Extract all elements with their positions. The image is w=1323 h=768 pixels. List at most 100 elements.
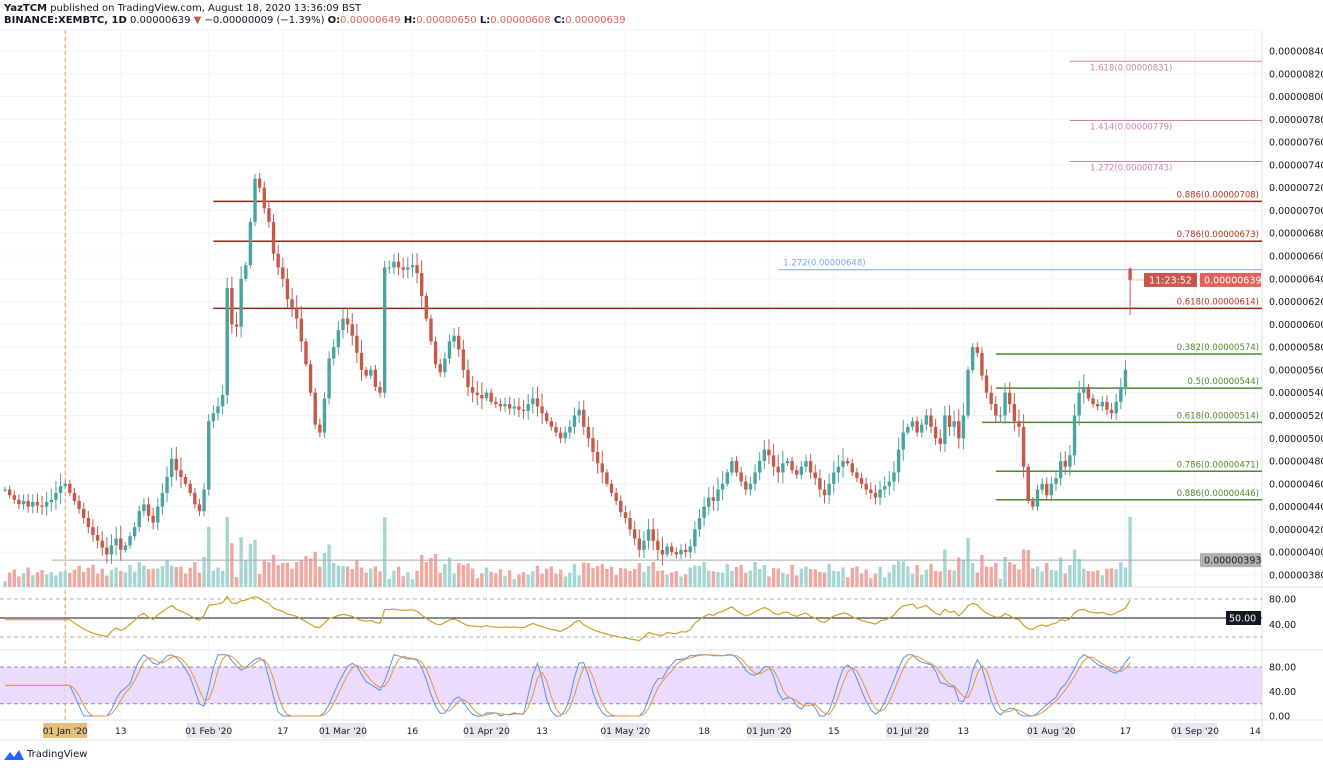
volume-bar	[1109, 568, 1114, 587]
last-price: 0.00000639	[130, 15, 191, 26]
volume-bar	[179, 566, 183, 587]
candle-body	[938, 438, 942, 444]
candle-body	[433, 341, 438, 365]
volume-bar	[600, 563, 604, 587]
volume-bar	[1105, 568, 1109, 587]
volume-bar	[924, 569, 929, 587]
volume-bar	[350, 569, 354, 587]
volume-bar	[785, 574, 790, 587]
candle-body	[406, 267, 410, 270]
candle-body	[1021, 426, 1026, 467]
low-label: L:	[479, 15, 491, 26]
candle-body	[128, 536, 132, 546]
candle-body	[521, 409, 526, 411]
candle-body	[58, 486, 63, 493]
volume-bar	[943, 549, 947, 587]
candle-body	[1026, 466, 1030, 501]
time-tick-label: 01 Apr '20	[463, 727, 510, 737]
fib-level-label: 1.272(0.00000743)	[1090, 163, 1172, 173]
candle-body	[957, 421, 961, 439]
time-tick-label: 17	[1120, 727, 1131, 737]
price-tick-label: 0.00000600	[1269, 320, 1323, 331]
time-tick-label: 01 Feb '20	[185, 727, 232, 737]
candle-body	[165, 476, 169, 493]
reference-price-label: 0.00000393	[1204, 556, 1261, 567]
candle-body	[591, 438, 595, 452]
volume-bar	[683, 574, 688, 587]
candle-body	[369, 369, 373, 376]
candle-body	[883, 486, 887, 490]
candle-body	[378, 387, 382, 393]
price-tick-label: 0.00000700	[1269, 206, 1323, 217]
candle-body	[725, 472, 729, 484]
candle-body	[35, 502, 40, 506]
candle-body	[845, 461, 850, 464]
candle-body	[1105, 401, 1109, 410]
volume-bar	[373, 566, 378, 587]
volume-bar	[563, 576, 567, 587]
candle-body	[40, 505, 44, 507]
volume-bar	[910, 573, 915, 587]
tradingview-logo[interactable]: TradingView	[4, 749, 87, 760]
candle-body	[429, 318, 433, 342]
volume-bar	[628, 571, 632, 587]
volume-bar	[313, 551, 317, 587]
rsi-line	[5, 595, 1131, 642]
volume-bar	[54, 575, 58, 587]
volume-bar	[947, 570, 952, 587]
volume-bar	[72, 569, 77, 587]
volume-bar	[1068, 565, 1072, 587]
volume-bar	[91, 564, 95, 587]
candle-body	[952, 421, 956, 427]
volume-bar	[7, 572, 12, 587]
volume-bar	[526, 574, 530, 587]
countdown-badge	[1144, 272, 1197, 287]
volume-bar	[665, 574, 669, 587]
candle-body	[1017, 421, 1021, 427]
candle-body	[642, 540, 646, 550]
candle-body	[142, 504, 146, 512]
candle-body	[785, 461, 790, 464]
candle-body	[744, 481, 748, 490]
volume-bar	[915, 565, 919, 587]
high-label: H:	[403, 15, 417, 26]
volume-bar	[415, 570, 419, 587]
volume-bar	[619, 568, 623, 587]
volume-bar	[757, 569, 762, 587]
volume-bar	[369, 568, 373, 587]
volume-bar	[82, 571, 86, 587]
candle-body	[299, 318, 304, 342]
candle-body	[966, 369, 970, 416]
volume-bar	[776, 568, 780, 587]
volume-bar	[531, 571, 535, 587]
candle-body	[1100, 401, 1105, 407]
volume-bar	[216, 567, 220, 587]
volume-bar	[494, 573, 498, 587]
time-label-background	[320, 723, 365, 738]
volume-bar	[271, 554, 276, 587]
candle-body	[757, 461, 762, 473]
volume-bar	[40, 570, 44, 587]
volume-bar	[174, 567, 179, 587]
candle-body	[137, 511, 141, 528]
volume-bar	[322, 553, 327, 587]
volume-bar	[262, 560, 266, 587]
volume-bar	[549, 566, 554, 587]
candle-body	[1035, 489, 1040, 507]
volume-bar	[489, 571, 493, 587]
fib-level-label: 0.618(0.00000614)	[1177, 297, 1259, 307]
volume-bar	[651, 562, 655, 587]
volume-bar	[521, 572, 526, 587]
candle-body	[753, 472, 757, 484]
volume-bar	[568, 572, 572, 587]
candle-body	[132, 527, 137, 537]
volume-bar	[457, 563, 461, 587]
symbol-name[interactable]: BINANCE:XEMBTC, 1D	[4, 15, 127, 26]
candle-body	[660, 549, 665, 555]
volume-bar	[1021, 549, 1026, 587]
volume-bar	[1049, 570, 1054, 587]
current-price-label: 0.00000639	[1204, 275, 1261, 286]
candle-body	[174, 458, 179, 471]
volume-bar	[26, 567, 30, 587]
